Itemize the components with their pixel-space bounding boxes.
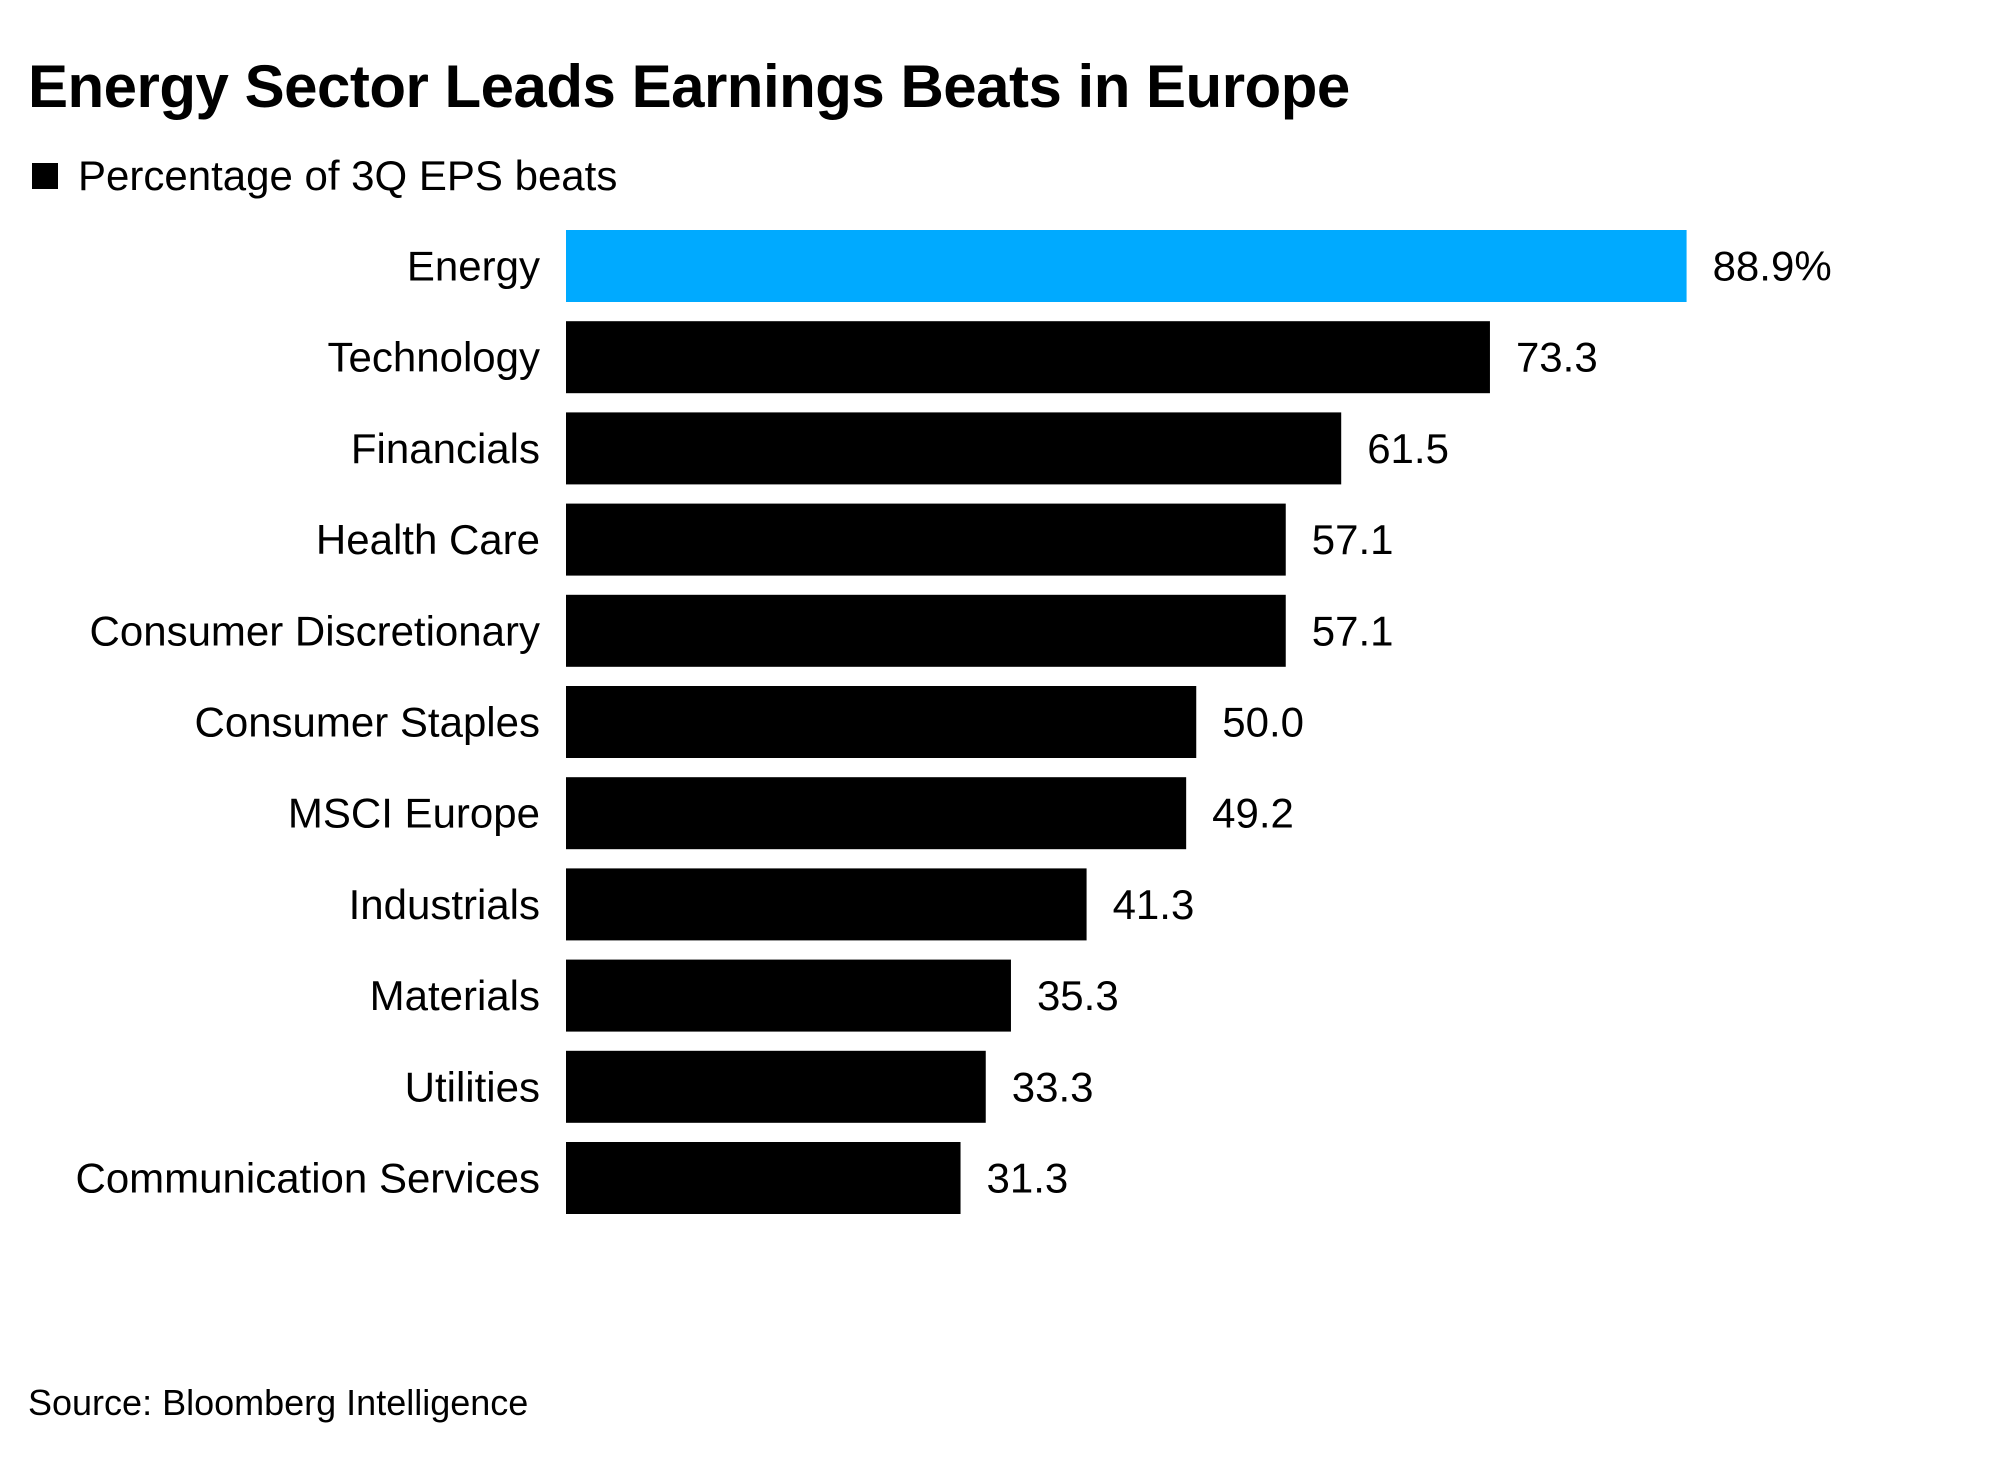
value-label-utilities: 33.3 bbox=[1012, 1063, 1094, 1110]
bar-technology bbox=[566, 321, 1490, 394]
category-label-industrials: Industrials bbox=[349, 881, 540, 928]
bar-industrials bbox=[566, 868, 1087, 941]
source-note: Source: Bloomberg Intelligence bbox=[28, 1382, 529, 1423]
bar-energy bbox=[566, 230, 1687, 302]
value-label-communication-services: 31.3 bbox=[987, 1155, 1069, 1202]
bar-utilities bbox=[566, 1050, 986, 1123]
value-label-health-care: 57.1 bbox=[1312, 516, 1394, 563]
value-label-industrials: 41.3 bbox=[1113, 881, 1195, 928]
category-label-communication-services: Communication Services bbox=[75, 1155, 540, 1202]
value-label-technology: 73.3 bbox=[1516, 334, 1598, 381]
chart-title: Energy Sector Leads Earnings Beats in Eu… bbox=[28, 53, 1350, 120]
category-label-financials: Financials bbox=[351, 425, 540, 472]
value-label-energy: 88.9% bbox=[1713, 243, 1832, 290]
value-label-consumer-staples: 50.0 bbox=[1222, 699, 1304, 746]
legend: Percentage of 3Q EPS beats bbox=[32, 152, 617, 200]
category-label-energy: Energy bbox=[407, 243, 540, 290]
value-label-msci-europe: 49.2 bbox=[1212, 790, 1294, 837]
value-label-financials: 61.5 bbox=[1367, 425, 1449, 472]
bar-materials bbox=[566, 959, 1011, 1032]
bar-consumer-discretionary bbox=[566, 594, 1286, 667]
value-label-consumer-discretionary: 57.1 bbox=[1312, 607, 1394, 654]
category-label-technology: Technology bbox=[328, 334, 540, 381]
category-label-consumer-staples: Consumer Staples bbox=[195, 699, 541, 746]
category-label-msci-europe: MSCI Europe bbox=[288, 790, 540, 837]
category-label-utilities: Utilities bbox=[405, 1063, 540, 1110]
legend-swatch bbox=[32, 163, 58, 189]
bar-msci-europe bbox=[566, 777, 1187, 850]
category-label-health-care: Health Care bbox=[316, 516, 540, 563]
category-label-consumer-discretionary: Consumer Discretionary bbox=[90, 607, 540, 654]
value-label-materials: 35.3 bbox=[1037, 972, 1119, 1019]
bar-consumer-staples bbox=[566, 686, 1197, 758]
bar-health-care bbox=[566, 503, 1286, 576]
legend-label: Percentage of 3Q EPS beats bbox=[78, 152, 618, 199]
bar-financials bbox=[566, 412, 1342, 485]
bar-communication-services bbox=[566, 1142, 961, 1214]
category-label-materials: Materials bbox=[370, 972, 540, 1019]
